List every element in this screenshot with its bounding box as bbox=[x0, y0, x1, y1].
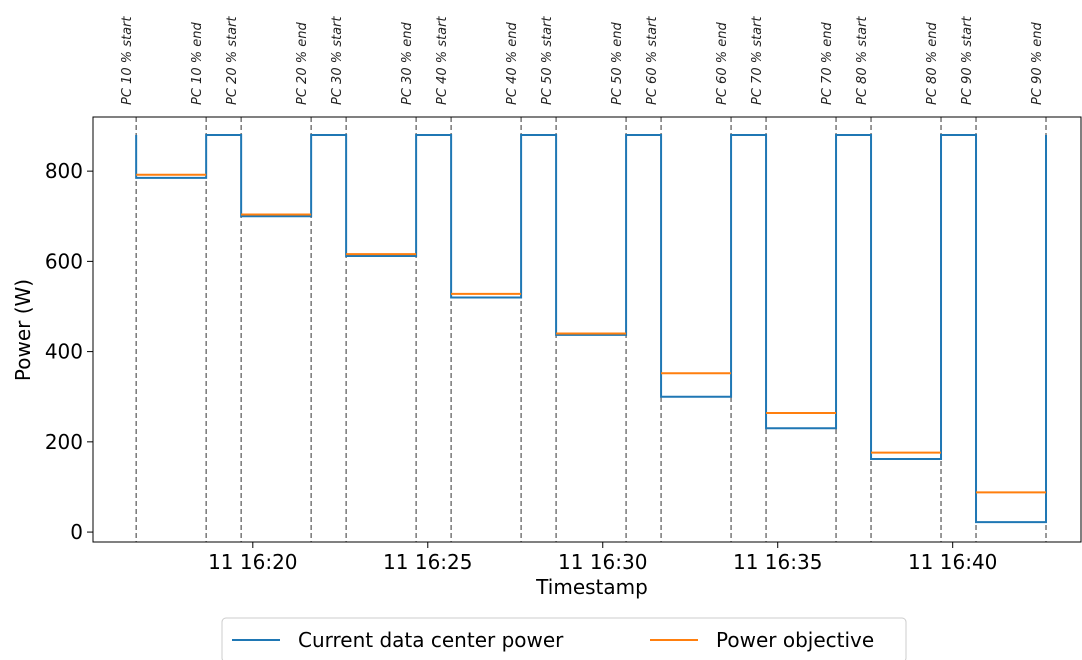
y-tick-label: 400 bbox=[45, 340, 83, 364]
event-label: PC 90 % end bbox=[1030, 22, 1045, 105]
event-label: PC 20 % start bbox=[225, 16, 240, 105]
y-tick-label: 0 bbox=[70, 520, 83, 544]
event-label: PC 20 % end bbox=[295, 22, 310, 105]
event-label: PC 90 % start bbox=[960, 16, 975, 105]
x-tick-label: 11 16:25 bbox=[383, 550, 472, 574]
y-tick-label: 600 bbox=[45, 249, 83, 273]
event-label: PC 40 % end bbox=[505, 22, 520, 105]
y-axis-label: Power (W) bbox=[11, 279, 35, 381]
event-label: PC 30 % start bbox=[330, 16, 345, 105]
series-line bbox=[136, 173, 1047, 494]
x-tick-label: 11 16:35 bbox=[733, 550, 822, 574]
event-label: PC 60 % start bbox=[645, 16, 660, 105]
event-label: PC 50 % end bbox=[610, 22, 625, 105]
event-label: PC 70 % start bbox=[750, 16, 765, 105]
event-label: PC 50 % start bbox=[540, 16, 555, 105]
event-label: PC 80 % start bbox=[855, 16, 870, 105]
event-label: PC 10 % start bbox=[120, 16, 135, 105]
event-label: PC 40 % start bbox=[435, 16, 450, 105]
y-tick-label: 800 bbox=[45, 159, 83, 183]
series-line bbox=[135, 134, 1048, 524]
event-label: PC 60 % end bbox=[715, 22, 730, 105]
x-tick-label: 11 16:40 bbox=[908, 550, 997, 574]
legend-label: Current data center power bbox=[298, 628, 564, 652]
event-label: PC 10 % end bbox=[190, 22, 205, 105]
event-label: PC 70 % end bbox=[820, 22, 835, 105]
event-label: PC 80 % end bbox=[925, 22, 940, 105]
legend-box bbox=[221, 617, 907, 660]
plot-frame bbox=[92, 116, 1082, 543]
x-tick-label: 11 16:30 bbox=[558, 550, 647, 574]
event-label: PC 30 % end bbox=[400, 22, 415, 105]
x-axis-label: Timestamp bbox=[535, 575, 648, 599]
x-tick-label: 11 16:20 bbox=[208, 550, 297, 574]
y-tick-label: 200 bbox=[45, 430, 83, 454]
legend-label: Power objective bbox=[716, 628, 874, 652]
